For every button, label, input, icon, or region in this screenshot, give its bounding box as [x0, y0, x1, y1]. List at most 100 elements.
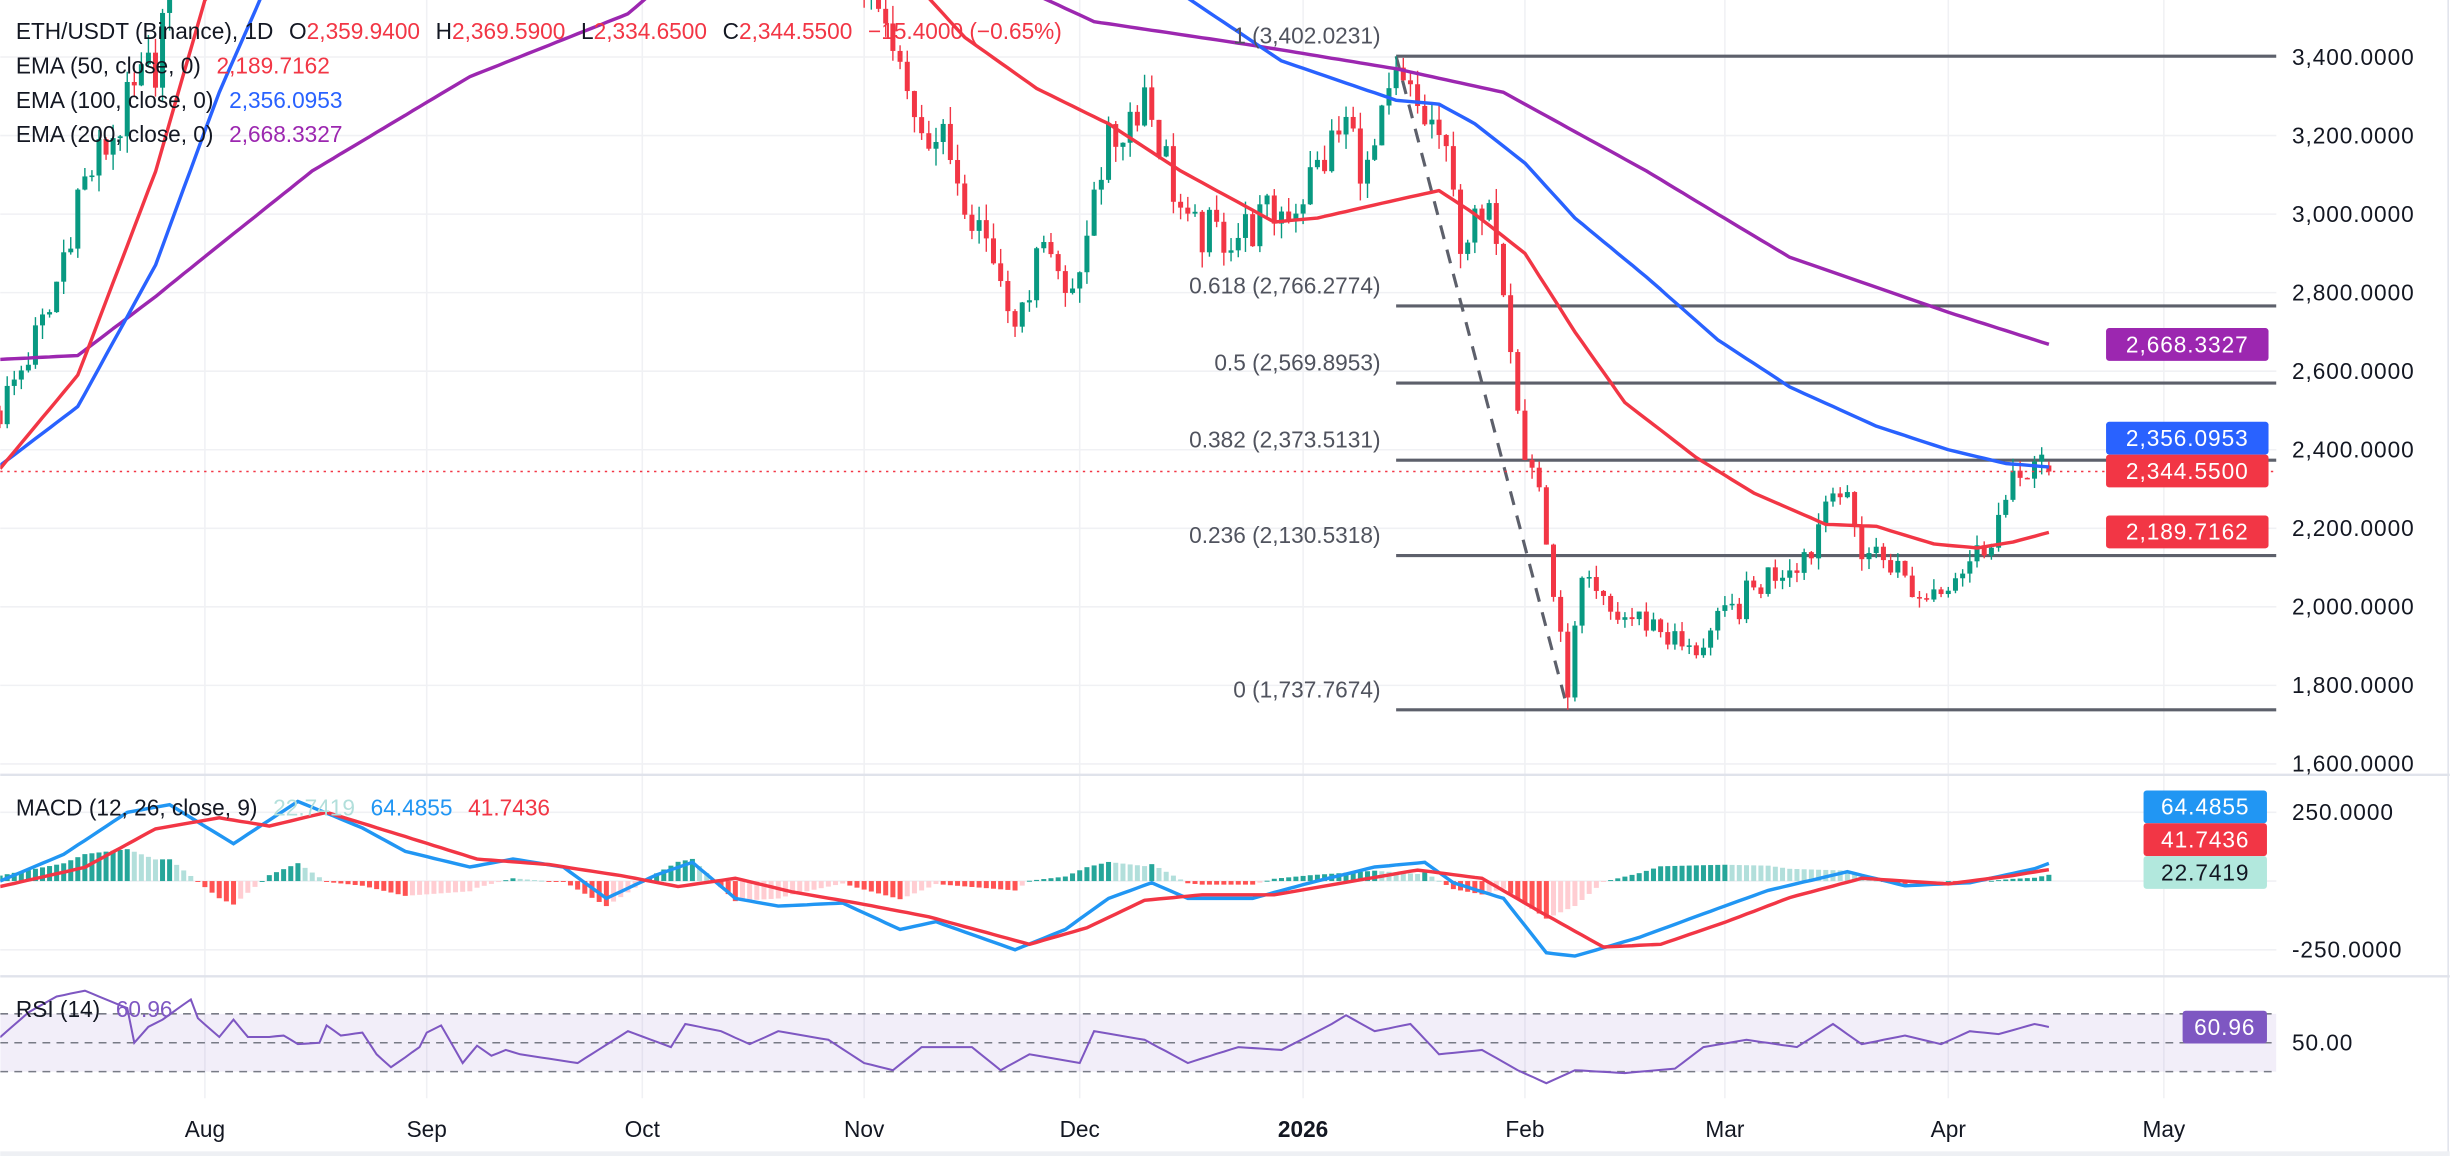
macd-histogram-bar [266, 875, 272, 882]
candle-body [1586, 577, 1592, 579]
macd-axis[interactable]: 250.0000 -250.0000 [2292, 799, 2402, 962]
macd-histogram-bar [955, 881, 961, 886]
candle-body [2032, 461, 2038, 479]
candle-body [1156, 119, 1162, 157]
macd-histogram-bar [474, 881, 480, 888]
candle [1693, 642, 1699, 659]
candle-body [1142, 87, 1148, 126]
candle-body [1041, 242, 1047, 249]
candle [1924, 593, 1930, 602]
candle [1293, 203, 1299, 233]
candle [1062, 265, 1068, 307]
candle [1600, 590, 1606, 606]
macd-histogram-bar [96, 852, 102, 882]
candle [145, 35, 151, 68]
fib-trend-line[interactable] [1394, 55, 1570, 711]
macd-histogram-bar [1938, 881, 1944, 882]
symbol-legend[interactable]: ETH/USDT (Binance), 1D O2,359.9400 H2,36… [16, 18, 1062, 44]
candle [1026, 290, 1032, 312]
time-tick-label: Mar [1705, 1116, 1744, 1142]
macd-histogram-bar [223, 881, 229, 902]
candle-body [1113, 124, 1119, 147]
close-label: C [723, 18, 739, 44]
candle-body [110, 138, 116, 155]
candle-body [1600, 590, 1606, 596]
candle-body [1206, 209, 1212, 253]
macd-histogram-bar [811, 881, 817, 890]
candle [1077, 271, 1083, 303]
macd-histogram-bar [1772, 866, 1778, 882]
macd-histogram-bar [40, 867, 46, 882]
candle-body [1830, 493, 1836, 502]
ema200-legend[interactable]: EMA (200, close, 0) 2,668.3327 [16, 121, 343, 147]
price-pane[interactable] [0, 0, 2277, 712]
candle-body [1693, 645, 1699, 656]
candle [1572, 621, 1578, 702]
candle [1264, 193, 1270, 217]
candle-body [883, 8, 889, 24]
macd-histogram-bar [488, 881, 494, 884]
price-axis[interactable]: 3,400.0000 3,200.0000 3,000.0000 2,800.0000… [2292, 44, 2415, 777]
macd-histogram-bar [1801, 869, 1807, 882]
candle [1005, 270, 1011, 324]
macd-pane[interactable] [0, 799, 2052, 958]
macd-histogram-bar [374, 881, 380, 890]
candle-body [1500, 243, 1506, 296]
histogram-badge-text: 22.7419 [2161, 859, 2249, 885]
macd-histogram-bar [1844, 870, 1850, 882]
candle [1271, 189, 1277, 236]
rsi-legend[interactable]: RSI (14) 60.96 [16, 996, 173, 1022]
macd-line-value: 64.4855 [371, 794, 453, 820]
macd-histogram-bar [1134, 865, 1140, 882]
candle-body [1880, 546, 1886, 561]
ema50-legend[interactable]: EMA (50, close, 0) 2,189.7162 [16, 52, 330, 78]
candle-body [1974, 545, 1980, 562]
ema100-legend[interactable]: EMA (100, close, 0) 2,356.0953 [16, 87, 343, 113]
macd-histogram-bar [503, 880, 509, 882]
macd-histogram-bar [1693, 865, 1699, 882]
candle-body [1372, 145, 1378, 160]
candle-body [1134, 111, 1140, 126]
macd-legend[interactable]: MACD (12, 26, close, 9) 22.7419 64.4855 … [16, 794, 550, 820]
macd-histogram-bar [2039, 876, 2045, 882]
candle [2046, 461, 2052, 476]
candle-body [1170, 146, 1176, 202]
macd-histogram-bar [804, 881, 810, 892]
candle-body [1379, 105, 1385, 146]
candle [1192, 204, 1198, 217]
candle-body [1493, 203, 1499, 244]
open-label: O [289, 18, 307, 44]
candle-body [1264, 195, 1270, 205]
candle-body [1622, 617, 1628, 620]
macd-histogram-bar [288, 866, 294, 882]
rsi-axis[interactable]: 50.00 [2292, 1030, 2353, 1056]
macd-histogram-bar [718, 881, 724, 888]
candle-body [40, 314, 46, 326]
macd-histogram-bar [1422, 872, 1428, 882]
candle [1665, 622, 1671, 650]
candle-body [1300, 204, 1306, 214]
price-tick-label: 3,400.0000 [2292, 44, 2415, 70]
macd-histogram-bar [1199, 881, 1205, 885]
time-axis[interactable]: Aug Sep Oct Nov Dec 2026 Feb Mar Apr May [185, 1116, 2186, 1142]
candle-body [32, 325, 38, 365]
candle-body [1572, 625, 1578, 698]
candle [1214, 195, 1220, 228]
candle [1801, 548, 1807, 580]
candle-body [54, 281, 60, 313]
macd-histogram-bar [825, 881, 831, 887]
macd-histogram-bar [1794, 869, 1800, 882]
macd-histogram-bar [1048, 878, 1054, 882]
rsi-pane[interactable] [0, 989, 2277, 1085]
candle [1242, 201, 1248, 252]
macd-histogram-bar [1508, 881, 1514, 894]
candle-body [1026, 300, 1032, 303]
macd-histogram-bar [1242, 881, 1248, 885]
macd-histogram-bar [919, 881, 925, 891]
candle [1091, 181, 1097, 236]
candle-body [1565, 631, 1571, 698]
candle-body [18, 370, 24, 380]
fibonacci-retracement[interactable] [1394, 54, 2277, 712]
